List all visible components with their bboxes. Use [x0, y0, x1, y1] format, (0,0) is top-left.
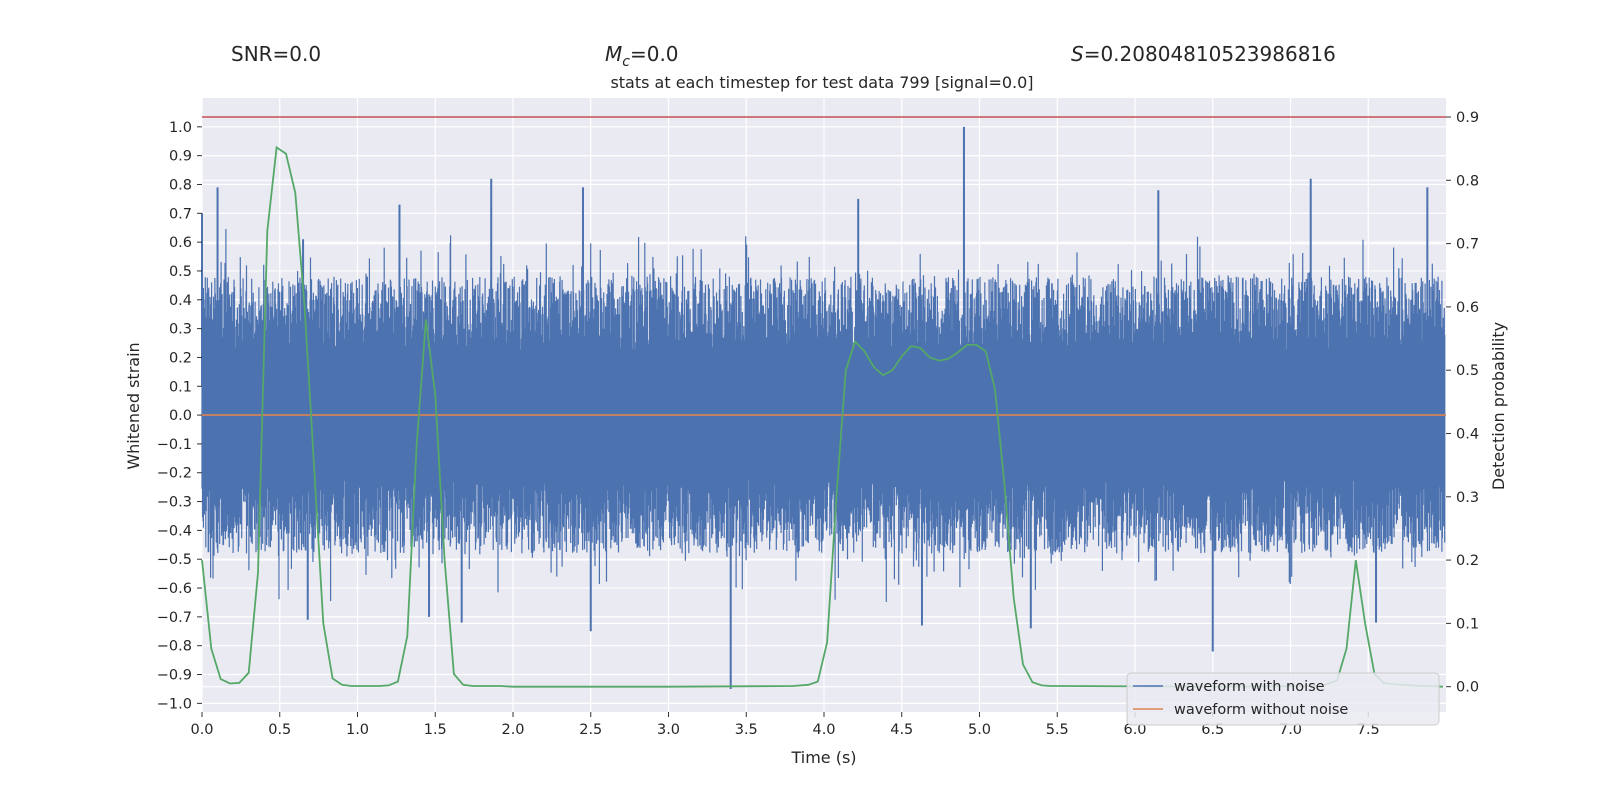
y-tick-label: 0.1 [169, 379, 192, 395]
x-tick-label: 3.0 [657, 722, 680, 738]
y2-tick-label: 0.6 [1456, 300, 1479, 316]
y-tick-label: −0.9 [157, 668, 192, 684]
snr-label: SNR=0.0 [231, 42, 321, 66]
mc-subscript: c [622, 54, 630, 70]
mc-value: =0.0 [630, 42, 679, 66]
x-tick-label: 1.5 [424, 722, 447, 738]
x-tick-label: 7.0 [1279, 722, 1302, 738]
y-tick-label: −0.3 [157, 495, 192, 511]
x-tick-label: 0.5 [268, 722, 291, 738]
y-axis-label: Whitened strain [124, 342, 143, 469]
y-tick-label: 0.8 [169, 177, 192, 193]
y-tick-label: −0.8 [157, 639, 192, 655]
y2-tick-label: 0.3 [1456, 490, 1479, 506]
y2-axis-ticks: 0.9 0.8 0.7 0.6 0.5 0.4 0.3 0.2 0.1 0.0 [1446, 110, 1479, 696]
y-tick-label: 0.6 [169, 235, 192, 251]
y-tick-label: 0.7 [169, 206, 192, 222]
y-tick-label: −0.6 [157, 581, 192, 597]
x-tick-label: 0.0 [190, 722, 213, 738]
y-tick-label: −0.1 [157, 437, 192, 453]
legend-entry-clean: waveform without noise [1174, 702, 1348, 718]
y-tick-label: 0.0 [169, 408, 192, 424]
x-tick-label: 2.0 [501, 722, 524, 738]
y-tick-label: 0.2 [169, 350, 192, 366]
y-tick-label: 0.5 [169, 264, 192, 280]
mc-symbol: M [605, 42, 622, 66]
x-tick-label: 3.5 [735, 722, 758, 738]
x-tick-label: 1.0 [346, 722, 369, 738]
x-tick-label: 5.0 [968, 722, 991, 738]
legend-box [1126, 672, 1440, 726]
s-symbol: S [1071, 42, 1084, 66]
s-statistic-label: S=0.20804810523986816 [1071, 42, 1336, 66]
y-tick-label: −0.4 [157, 523, 192, 539]
x-tick-label: 4.5 [890, 722, 913, 738]
x-tick-label: 6.5 [1201, 722, 1224, 738]
x-tick-label: 4.0 [812, 722, 835, 738]
y-tick-label: −1.0 [157, 696, 192, 712]
y-tick-label: 0.4 [169, 293, 192, 309]
y2-tick-label: 0.0 [1456, 680, 1479, 696]
legend-entry-noisy: waveform with noise [1174, 679, 1325, 695]
y-tick-label: 0.3 [169, 322, 192, 338]
y-tick-label: −0.7 [157, 610, 192, 626]
y2-axis-label: Detection probability [1489, 322, 1508, 490]
y2-tick-label: 0.2 [1456, 553, 1479, 569]
y-tick-label: −0.2 [157, 466, 192, 482]
x-tick-label: 5.5 [1046, 722, 1069, 738]
y2-tick-label: 0.9 [1456, 110, 1479, 126]
x-tick-label: 2.5 [579, 722, 602, 738]
x-axis-ticks: 0.0 0.5 1.0 1.5 2.0 2.5 3.0 3.5 4.0 4.5 5.0 5.5 6.0 6… [190, 712, 1380, 738]
y2-tick-label: 0.7 [1456, 237, 1479, 253]
y-tick-label: −0.5 [157, 552, 192, 568]
x-axis-label: Time (s) [790, 748, 856, 767]
y2-tick-label: 0.1 [1456, 616, 1479, 632]
x-tick-label: 7.5 [1357, 722, 1380, 738]
s-value: =0.20804810523986816 [1084, 42, 1336, 66]
legend: waveform with noise waveform without noi… [1126, 672, 1440, 726]
y-axis-ticks: 1.0 0.9 0.8 0.7 0.6 0.5 0.4 0.3 0.2 0.1 0.0 −0.1 −0.… [157, 120, 202, 712]
y2-tick-label: 0.4 [1456, 426, 1479, 442]
y-tick-label: 1.0 [169, 120, 192, 136]
y-tick-label: 0.9 [169, 149, 192, 165]
x-tick-label: 6.0 [1123, 722, 1146, 738]
y2-tick-label: 0.8 [1456, 173, 1479, 189]
chart-title: stats at each timestep for test data 799… [610, 73, 1033, 92]
chirp-mass-label: Mc=0.0 [605, 42, 679, 70]
y2-tick-label: 0.5 [1456, 363, 1479, 379]
